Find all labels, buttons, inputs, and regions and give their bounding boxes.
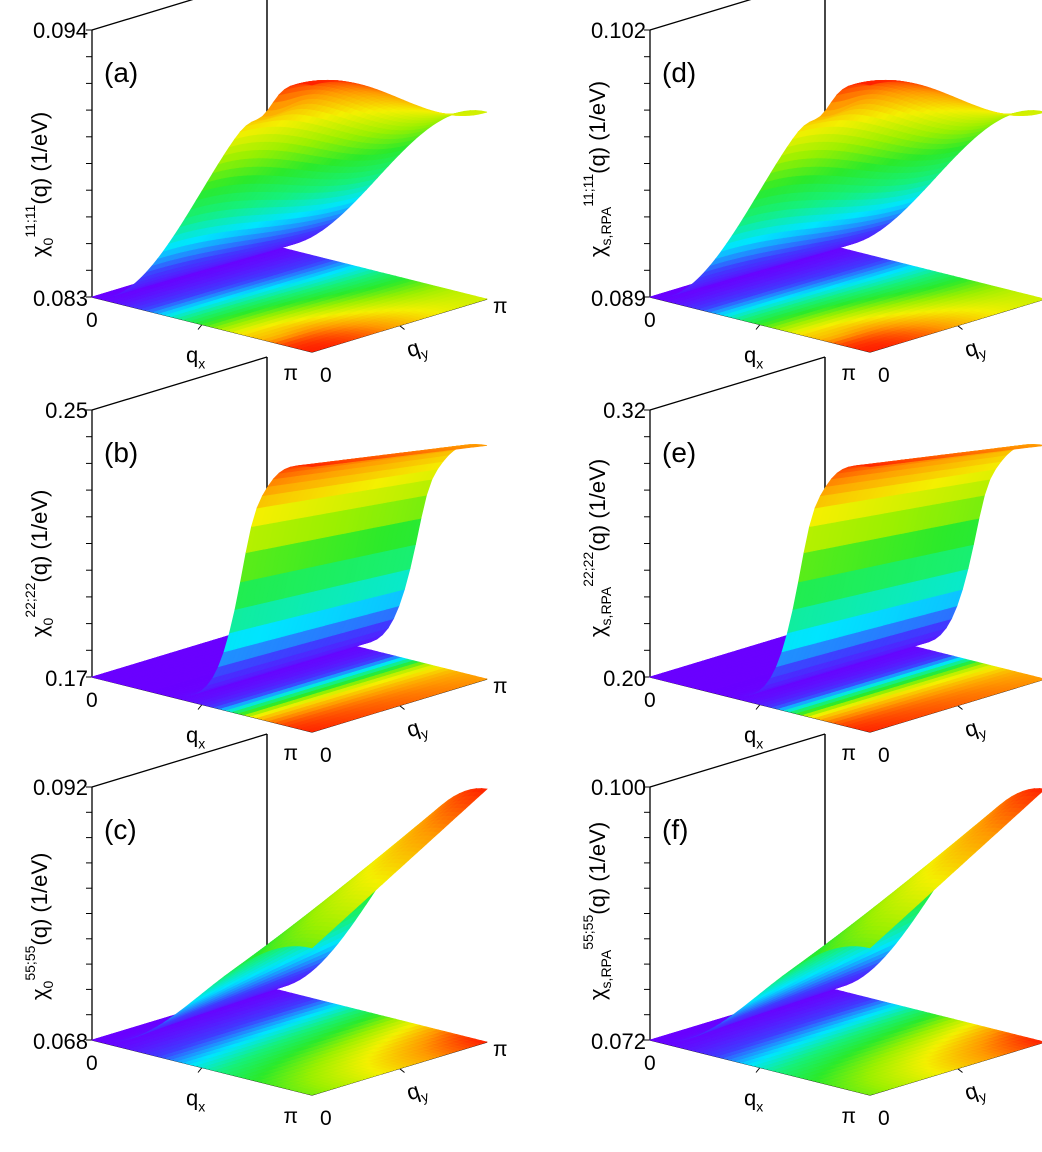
qx-tick-label-end: π <box>284 362 299 385</box>
z-tick-label-top: 0.092 <box>33 775 88 800</box>
top-frame-line <box>650 734 825 787</box>
z-tick-label-bottom: 0.068 <box>33 1029 88 1054</box>
qy-axis-label: qy <box>961 713 988 747</box>
z-axis-label: χ011;11(q) (1/eV) <box>22 112 56 257</box>
qx-tick-label-start: 0 <box>86 689 98 712</box>
qx-tick-label-start: 0 <box>86 309 98 332</box>
z-axis-label: χ022;22(q) (1/eV) <box>22 490 56 637</box>
qx-axis-label: qx <box>744 723 763 752</box>
floor-contour-map <box>650 244 1042 352</box>
z-tick-label-bottom: 0.17 <box>45 666 88 691</box>
z-axis-label: χs,RPA11;11(q) (1/eV) <box>580 81 614 257</box>
floor-contour-map <box>650 987 1042 1095</box>
qy-tick-label-start: 0 <box>320 1107 332 1130</box>
z-tick-label-bottom: 0.089 <box>591 286 646 311</box>
qx-axis-label: qx <box>186 343 205 372</box>
qx-tick-label-end: π <box>284 1105 299 1128</box>
qx-mid-tick <box>198 1068 202 1073</box>
surface <box>92 444 487 696</box>
qx-tick-label-start: 0 <box>644 1052 656 1075</box>
z-tick-label-top: 0.25 <box>45 398 88 423</box>
top-frame-line <box>650 0 825 30</box>
panel-label: (f) <box>662 814 688 845</box>
z-tick-label-top: 0.100 <box>591 775 646 800</box>
surface <box>650 444 1042 696</box>
qy-axis-label: qy <box>961 1076 988 1110</box>
qy-tick-label-start: 0 <box>878 744 890 767</box>
qy-mid-tick <box>400 326 405 330</box>
floor-contour-map <box>92 244 487 352</box>
qx-tick-label-start: 0 <box>644 689 656 712</box>
qy-tick-label-start: 0 <box>320 744 332 767</box>
panel-label: (c) <box>104 814 137 845</box>
qy-axis-label: qy <box>961 333 988 367</box>
z-tick-label-top: 0.102 <box>591 18 646 43</box>
panel-label: (e) <box>662 437 696 468</box>
qy-axis-label: qy <box>403 713 430 747</box>
floor-contour-map <box>92 987 487 1095</box>
top-frame-line <box>92 357 267 410</box>
qy-axis-label: qy <box>403 1076 430 1110</box>
qy-mid-tick <box>400 1069 405 1073</box>
z-tick-label-bottom: 0.072 <box>591 1029 646 1054</box>
qy-tick-label-end: π <box>493 295 508 318</box>
qy-tick-label-start: 0 <box>878 1107 890 1130</box>
qy-tick-label-start: 0 <box>320 364 332 387</box>
qx-tick-label-start: 0 <box>86 1052 98 1075</box>
z-tick-label-top: 0.094 <box>33 18 88 43</box>
qx-axis-label: qx <box>744 1086 763 1115</box>
panel-label: (b) <box>104 437 138 468</box>
qy-mid-tick <box>958 1069 963 1073</box>
qy-tick-label-end: π <box>493 1038 508 1061</box>
qx-axis-label: qx <box>186 1086 205 1115</box>
qy-tick-label-start: 0 <box>878 364 890 387</box>
qx-tick-label-end: π <box>842 742 857 765</box>
qx-tick-label-start: 0 <box>644 309 656 332</box>
qx-mid-tick <box>198 325 202 330</box>
qx-axis-label: qx <box>744 343 763 372</box>
qy-mid-tick <box>958 706 963 710</box>
qx-mid-tick <box>756 705 760 710</box>
z-tick-label-bottom: 0.083 <box>33 286 88 311</box>
qy-tick-label-end: π <box>493 675 508 698</box>
qy-mid-tick <box>958 326 963 330</box>
qx-mid-tick <box>756 325 760 330</box>
z-axis-label: χs,RPA55;55(q) (1/eV) <box>580 822 614 1000</box>
qx-mid-tick <box>198 705 202 710</box>
z-axis-label: χs,RPA22;22(q) (1/eV) <box>580 459 614 637</box>
top-frame-line <box>92 0 267 30</box>
top-frame-line <box>650 357 825 410</box>
z-tick-label-bottom: 0.20 <box>603 666 646 691</box>
panel-label: (a) <box>104 57 138 88</box>
qx-axis-label: qx <box>186 723 205 752</box>
qy-axis-label: qy <box>403 333 430 367</box>
qy-mid-tick <box>400 706 405 710</box>
z-axis-label: χ055;55(q) (1/eV) <box>22 853 56 1000</box>
top-frame-line <box>92 734 267 787</box>
qx-mid-tick <box>756 1068 760 1073</box>
qx-tick-label-end: π <box>284 742 299 765</box>
qx-tick-label-end: π <box>842 1105 857 1128</box>
panel-label: (d) <box>662 57 696 88</box>
z-tick-label-top: 0.32 <box>603 398 646 423</box>
qx-tick-label-end: π <box>842 362 857 385</box>
